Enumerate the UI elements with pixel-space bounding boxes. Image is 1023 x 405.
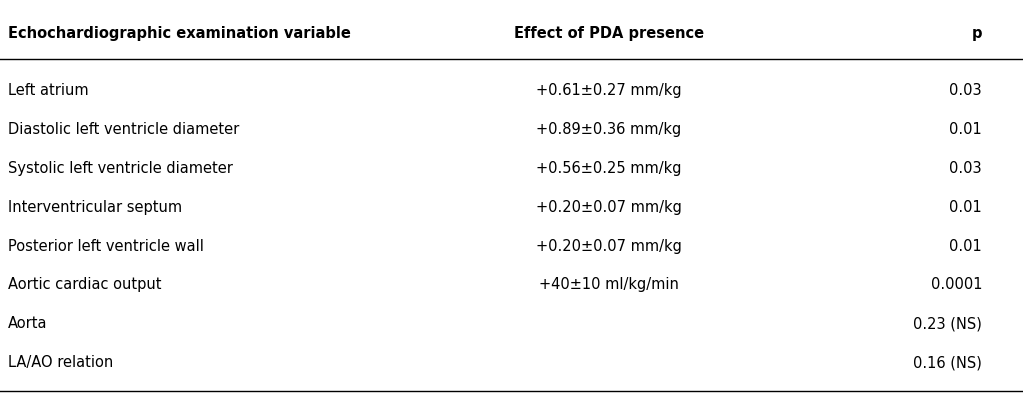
Text: 0.01: 0.01 [949, 200, 982, 215]
Text: +0.56±0.25 mm/kg: +0.56±0.25 mm/kg [536, 161, 681, 176]
Text: +40±10 ml/kg/min: +40±10 ml/kg/min [539, 277, 678, 292]
Text: 0.03: 0.03 [949, 161, 982, 176]
Text: 0.0001: 0.0001 [931, 277, 982, 292]
Text: Aorta: Aorta [8, 316, 48, 331]
Text: 0.03: 0.03 [949, 83, 982, 98]
Text: 0.01: 0.01 [949, 239, 982, 254]
Text: Diastolic left ventricle diameter: Diastolic left ventricle diameter [8, 122, 239, 137]
Text: LA/AO relation: LA/AO relation [8, 355, 114, 370]
Text: Systolic left ventricle diameter: Systolic left ventricle diameter [8, 161, 233, 176]
Text: 0.23 (NS): 0.23 (NS) [914, 316, 982, 331]
Text: p: p [972, 26, 982, 41]
Text: +0.61±0.27 mm/kg: +0.61±0.27 mm/kg [536, 83, 681, 98]
Text: 0.16 (NS): 0.16 (NS) [914, 355, 982, 370]
Text: 0.01: 0.01 [949, 122, 982, 137]
Text: Echochardiographic examination variable: Echochardiographic examination variable [8, 26, 351, 41]
Text: Effect of PDA presence: Effect of PDA presence [514, 26, 704, 41]
Text: +0.89±0.36 mm/kg: +0.89±0.36 mm/kg [536, 122, 681, 137]
Text: Interventricular septum: Interventricular septum [8, 200, 182, 215]
Text: +0.20±0.07 mm/kg: +0.20±0.07 mm/kg [536, 239, 681, 254]
Text: +0.20±0.07 mm/kg: +0.20±0.07 mm/kg [536, 200, 681, 215]
Text: Left atrium: Left atrium [8, 83, 89, 98]
Text: Aortic cardiac output: Aortic cardiac output [8, 277, 162, 292]
Text: Posterior left ventricle wall: Posterior left ventricle wall [8, 239, 204, 254]
